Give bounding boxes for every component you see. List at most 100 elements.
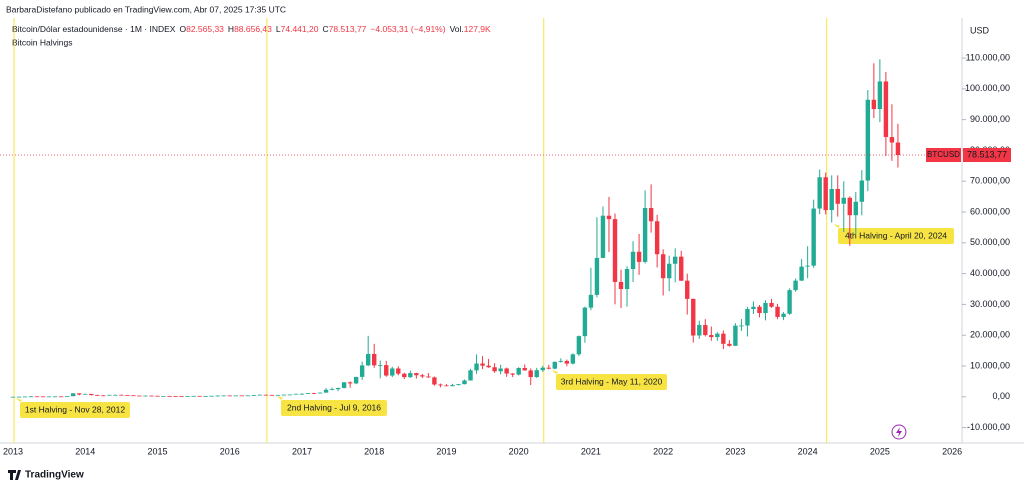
change: −4.053,31 (−4,91%) — [370, 24, 445, 34]
x-tick-label: 2022 — [653, 446, 673, 456]
event-icon — [891, 424, 907, 440]
candle-body — [733, 325, 738, 346]
candle-body — [10, 396, 16, 398]
candle-body — [799, 266, 804, 281]
x-tick-label: 2013 — [3, 446, 23, 456]
candle-body — [703, 325, 708, 336]
halving-label: 4th Halving - April 20, 2024 — [845, 230, 947, 240]
candle-body — [666, 263, 672, 279]
candle-body — [450, 385, 455, 387]
candle-body — [805, 265, 810, 267]
candle-body — [143, 395, 148, 397]
candle-body — [552, 361, 557, 369]
y-tick-label: 100.000,00 — [965, 83, 1010, 93]
candle-body — [22, 396, 28, 398]
candle-body — [480, 363, 485, 366]
candle-body — [221, 395, 226, 397]
candle-body — [426, 376, 431, 378]
y-tick-label: -10.000,00 — [967, 422, 1010, 432]
candle-body — [269, 394, 275, 396]
candle-body — [570, 354, 576, 364]
candle-body — [396, 368, 401, 374]
plot: -10.000,00 0,00 10.000,00 20.000,00 30.000,0… — [0, 18, 1011, 456]
candle-body — [257, 394, 263, 396]
x-tick-label: 2026 — [942, 446, 962, 456]
y-tick-label: 20.000,00 — [970, 330, 1010, 340]
candle-body — [137, 395, 142, 397]
candle-body — [444, 385, 449, 387]
candle-body — [769, 302, 774, 307]
candle-body — [245, 395, 250, 397]
x-tick-label: 2024 — [798, 446, 818, 456]
candle-body — [474, 363, 479, 371]
candle-body — [612, 219, 618, 282]
candle-body — [492, 367, 497, 372]
candle-body — [64, 396, 70, 397]
halving-label-box — [838, 228, 954, 244]
candle-body — [149, 395, 154, 397]
y-tick-label: 70.000,00 — [970, 176, 1010, 186]
candle-body — [311, 393, 317, 394]
x-tick-label: 2014 — [75, 446, 95, 456]
candle-body — [691, 298, 696, 336]
candle-body — [281, 394, 287, 396]
candle-body — [161, 396, 166, 397]
currency-label: USD — [970, 25, 990, 35]
candle-body — [131, 395, 136, 397]
candle-body — [77, 393, 82, 395]
candle-body — [83, 393, 88, 395]
y-tick-label: 10.000,00 — [970, 360, 1010, 370]
x-tick-label: 2020 — [509, 446, 529, 456]
candle-body — [347, 382, 353, 384]
candle-body — [287, 394, 293, 396]
halving-pointer — [552, 370, 558, 374]
candle-body — [215, 395, 220, 397]
candle-body — [359, 365, 365, 377]
x-tick-label: 2016 — [220, 446, 240, 456]
candle-body — [504, 368, 509, 374]
candle-body — [679, 256, 684, 281]
candle-body — [534, 370, 539, 378]
candle-body — [275, 394, 281, 396]
y-tick-label: 30.000,00 — [970, 299, 1010, 309]
candle-body — [751, 306, 756, 310]
x-tick-label: 2025 — [870, 446, 890, 456]
candle-body — [576, 336, 582, 355]
y-tick-label: 110.000,00 — [966, 52, 1010, 62]
y-tick-label: 60.000,00 — [970, 206, 1010, 216]
candle-body — [715, 333, 720, 338]
candle-body — [648, 208, 654, 222]
candle-body — [697, 325, 702, 336]
halving-label-box — [20, 402, 130, 418]
halving-pointer — [277, 396, 283, 400]
candle-body — [414, 373, 419, 376]
brand-logo — [8, 470, 21, 480]
candle-body — [811, 208, 816, 266]
close-value: 78.513,77 — [329, 24, 367, 34]
candle-body — [594, 257, 600, 295]
candle-body — [498, 368, 503, 372]
candle-body — [456, 384, 461, 386]
candle-body — [95, 395, 100, 396]
y-tick-label: 50.000,00 — [970, 237, 1010, 247]
candle-body — [372, 353, 377, 366]
candle-body — [329, 389, 335, 390]
candle-body — [203, 396, 208, 397]
symbol-tag-label: BTCUSD — [927, 150, 960, 159]
candle-body — [89, 393, 94, 396]
candle-body — [239, 395, 244, 397]
x-tick-label: 2015 — [147, 446, 167, 456]
candle-body — [865, 99, 871, 181]
candle-body — [817, 177, 822, 209]
y-tick-label: 0,00 — [992, 391, 1010, 401]
candle-body — [408, 373, 413, 378]
candle-body — [582, 307, 588, 337]
y-tick-label: 90.000,00 — [970, 114, 1010, 124]
candle-body — [402, 373, 407, 378]
quote-line: Bitcoin/Dólar estadounidense · 1M · INDE… — [12, 24, 491, 34]
candle-body — [420, 375, 425, 377]
candle-body — [606, 215, 612, 220]
halving-label: 2nd Halving - Jul 9, 2016 — [287, 402, 381, 412]
